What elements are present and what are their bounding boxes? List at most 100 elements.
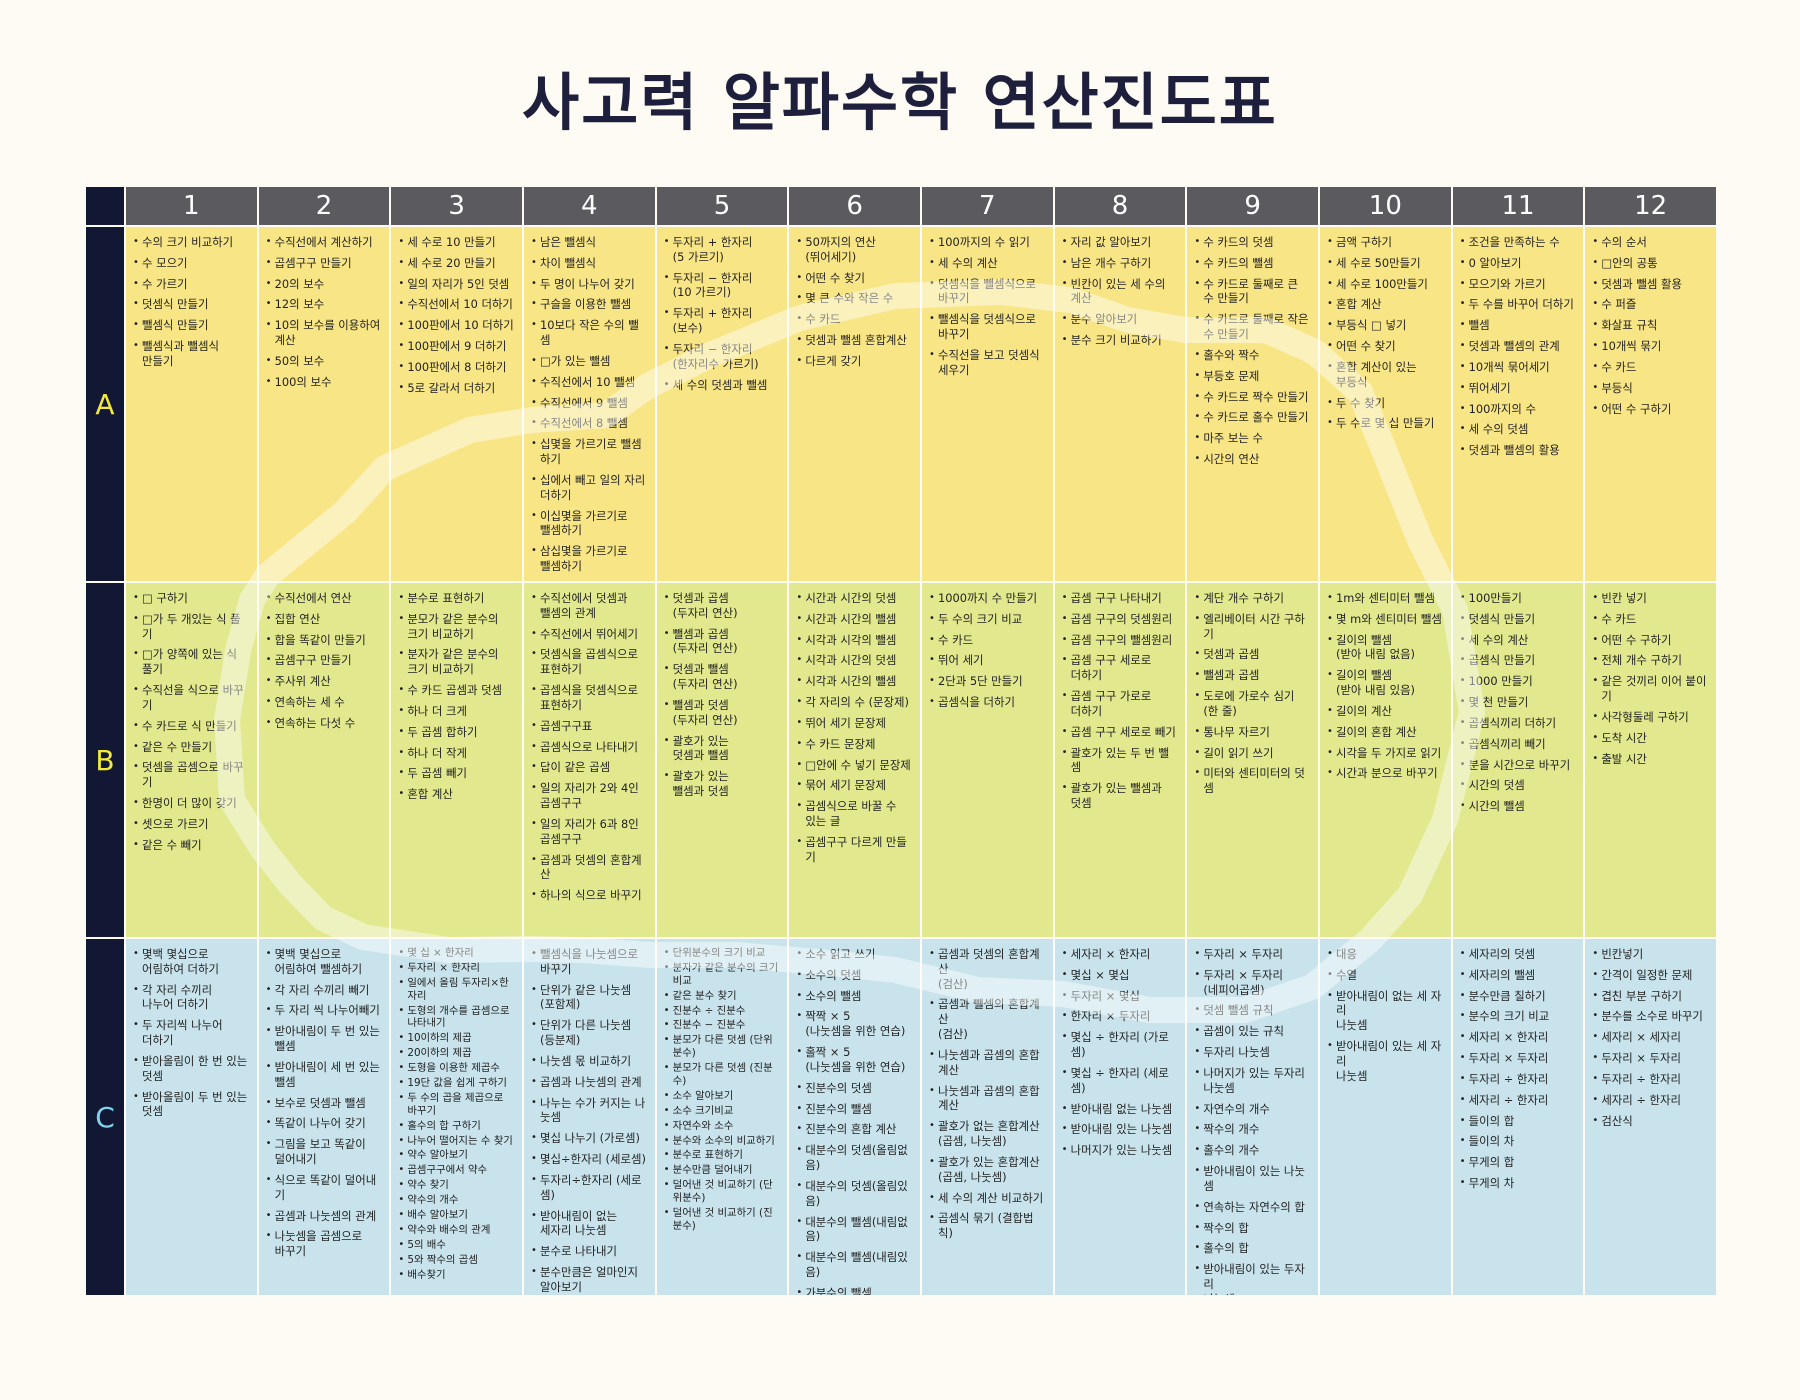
topic-item: 받아올림이 한 번 있는 덧셈: [133, 1054, 251, 1084]
topic-item: 뺄셈식과 뺄셈식 만들기: [133, 339, 251, 369]
topic-item: 진분수의 덧셈: [796, 1081, 914, 1096]
topic-item: 분수만큼은 얼마인지 알아보기: [531, 1265, 649, 1295]
topic-item: 5의 배수: [398, 1239, 516, 1252]
topic-item: 계단 개수 구하기: [1194, 591, 1312, 606]
cell-a-6: 50까지의 연산 (뛰어세기) 어떤 수 찾기몇 큰 수와 작은 수수 카드덧셈과…: [787, 225, 920, 581]
topic-item: 두 수를 바꾸어 더하기: [1460, 297, 1578, 312]
topic-item: 수 카드로 짝수 만들기: [1194, 390, 1312, 405]
topic-item: 통나무 자르기: [1194, 725, 1312, 740]
topic-item: 두 자리씩 나누어 더하기: [133, 1018, 251, 1048]
column-header-2: 2: [256, 187, 390, 225]
topic-item: 수직선에서 연산: [266, 591, 384, 606]
topic-item: 수 모으기: [133, 256, 251, 271]
topic-item: 뛰어 세기: [929, 653, 1047, 668]
cell-b-11: 100만들기덧셈식 만들기세 수의 계산곱셈식 만들기 1000 만들기몇 천 만…: [1450, 581, 1584, 937]
topic-item: 두자리 − 한자리 (10 가르기): [664, 271, 782, 301]
topic-item: 혼합 계산: [1327, 297, 1445, 312]
topic-item: 괄호가 있는 덧셈과 뺄셈: [664, 734, 782, 764]
topic-item: 그림을 보고 똑같이 덜어내기: [266, 1137, 384, 1167]
topic-item: 길이 읽기 쓰기: [1194, 746, 1312, 761]
topic-list: 1000까지 수 만들기두 수의 크기 비교수 카드뛰어 세기 2단과 5단 만들…: [929, 591, 1047, 710]
topic-item: 부등식 □ 넣기: [1327, 318, 1445, 333]
topic-list: 50까지의 연산 (뛰어세기) 어떤 수 찾기몇 큰 수와 작은 수수 카드덧셈과…: [796, 235, 914, 369]
cell-a-11: 조건을 만족하는 수 0 알아보기모으기와 가르기두 수를 바꾸어 더하기뺄셈덧셈…: [1450, 225, 1584, 581]
topic-item: 10의 보수를 이용하여 계산: [266, 318, 384, 348]
topic-item: 일의 자리가 5인 덧셈: [398, 277, 516, 292]
topic-item: 곱셈식을 더하기: [929, 695, 1047, 710]
topic-list: 수직선에서 연산집합 연산합을 똑같이 만들기곱셈구구 만들기주사위 계산연속하…: [266, 591, 384, 731]
topic-item: 일에서 올림 두자리×한자리: [398, 977, 516, 1003]
topic-item: 곱셈과 나눗셈의 관계: [531, 1075, 649, 1090]
topic-item: 두자리 + 한자리 (5 가르기): [664, 235, 782, 265]
cell-c-12: 빈칸넣기간격이 일정한 문제겹친 부분 구하기분수를 소수로 바꾸기세자리 × …: [1583, 937, 1716, 1295]
topic-item: 세 수의 계산: [929, 256, 1047, 271]
topic-item: 분수 크기 비교하기: [1062, 333, 1180, 348]
topic-item: 12의 보수: [266, 297, 384, 312]
topic-item: 분수와 소수의 비교하기: [664, 1135, 782, 1148]
topic-item: 수의 크기 비교하기: [133, 235, 251, 250]
cell-c-9: 두자리 × 두자리두자리 × 두자리 (네피어곱셈) 덧셈 뺄셈 규칙곱셈이 있는…: [1185, 937, 1318, 1295]
topic-item: 차이 뺄셈식: [531, 256, 649, 271]
topic-item: 들이의 차: [1460, 1134, 1578, 1149]
row-header-b: B: [86, 581, 124, 937]
topic-item: 셋으로 가르기: [133, 817, 251, 832]
topic-item: 홀수의 개수: [1194, 1143, 1312, 1158]
topic-item: 혼합 계산: [398, 787, 516, 802]
topic-item: 부등식: [1592, 381, 1710, 396]
topic-item: 홀수의 합: [1194, 1241, 1312, 1256]
topic-list: 뺄셈식을 나눗셈으로 바꾸기단위가 같은 나눗셈 (포함제) 단위가 다른 나눗셈…: [531, 947, 649, 1295]
topic-item: 하나의 식으로 바꾸기: [531, 888, 649, 903]
page-title: 사고력 알파수학 연산진도표: [522, 66, 1278, 139]
topic-item: 수직선에서 뛰어세기: [531, 627, 649, 642]
topic-item: 두 수의 크기 비교: [929, 612, 1047, 627]
topic-item: 다르게 갖기: [796, 354, 914, 369]
topic-item: 짝수의 합: [1194, 1221, 1312, 1236]
topic-item: 분을 시간으로 바꾸기: [1460, 758, 1578, 773]
topic-item: 괄호가 있는 두 번 뺄셈: [1062, 746, 1180, 776]
cell-b-7: 1000까지 수 만들기두 수의 크기 비교수 카드뛰어 세기 2단과 5단 만들…: [920, 581, 1053, 937]
topic-item: 하나 더 크게: [398, 704, 516, 719]
topic-item: 두자리 × 두자리: [1592, 1051, 1710, 1066]
topic-item: 뺄셈식 만들기: [133, 318, 251, 333]
topic-item: □가 양쪽에 있는 식 풀기: [133, 647, 251, 677]
topic-item: 두 수 찾기: [1327, 396, 1445, 411]
topic-item: 두 명이 나누어 갖기: [531, 277, 649, 292]
topic-item: 소수의 덧셈: [796, 968, 914, 983]
topic-item: 배수 알아보기: [398, 1209, 516, 1222]
topic-item: 삼십몇을 가르기로 뺄셈하기: [531, 544, 649, 574]
topic-item: 하나 더 작게: [398, 746, 516, 761]
cell-b-12: 빈칸 넣기수 카드어떤 수 구하기전체 개수 구하기같은 것끼리 이어 붙이기사…: [1583, 581, 1716, 937]
topic-item: 두 수의 곱을 제곱으로 바꾸기: [398, 1092, 516, 1118]
topic-list: □ 구하기 □가 두 개있는 식 풀기 □가 양쪽에 있는 식 풀기수직선을 식으로…: [133, 591, 251, 853]
topic-item: 자연수의 개수: [1194, 1102, 1312, 1117]
topic-item: 분모가 같은 분수의 크기 비교하기: [398, 612, 516, 642]
topic-item: 10개씩 묶기: [1592, 339, 1710, 354]
topic-item: 주사위 계산: [266, 674, 384, 689]
cell-a-3: 세 수로 10 만들기세 수로 20 만들기일의 자리가 5인 덧셈수직선에서 …: [389, 225, 522, 581]
topic-item: 덜어낸 것 비교하기 (단위분수): [664, 1179, 782, 1205]
topic-item: 100까지의 수: [1460, 402, 1578, 417]
topic-item: 수 카드: [796, 312, 914, 327]
topic-item: 분수로 나타내기: [531, 1244, 649, 1259]
topic-item: 5로 갈라서 더하기: [398, 381, 516, 396]
topic-item: 나누는 수가 커지는 나눗셈: [531, 1096, 649, 1126]
topic-item: 연속하는 다섯 수: [266, 716, 384, 731]
topic-item: 출발 시간: [1592, 752, 1710, 767]
topic-item: 세자리의 뺄셈: [1460, 968, 1578, 983]
topic-item: 수 카드: [929, 633, 1047, 648]
topic-item: 진분수의 혼합 계산: [796, 1122, 914, 1137]
topic-item: 곱셈 구구 가로로 더하기: [1062, 689, 1180, 719]
topic-item: 뺄셈식을 나눗셈으로 바꾸기: [531, 947, 649, 977]
topic-item: 세자리 × 한자리: [1460, 1030, 1578, 1045]
topic-item: 수 퍼즐: [1592, 297, 1710, 312]
topic-list: 자리 값 알아보기남은 개수 구하기빈칸이 있는 세 수의 계산분수 알아보기분…: [1062, 235, 1180, 348]
topic-item: 대분수의 뺄셈(내림없음): [796, 1215, 914, 1245]
topic-item: 받아내림이 있는 세 자리 나눗셈: [1327, 1039, 1445, 1083]
topic-list: 세자리의 덧셈세자리의 뺄셈분수만큼 칠하기분수의 크기 비교세자리 × 한자리…: [1460, 947, 1578, 1191]
topic-item: 세자리의 덧셈: [1460, 947, 1578, 962]
topic-item: 받아올림이 두 번 있는 덧셈: [133, 1090, 251, 1120]
topic-item: 몇십 × 몇십: [1062, 968, 1180, 983]
topic-item: 뺄셈: [1460, 318, 1578, 333]
cell-c-4: 뺄셈식을 나눗셈으로 바꾸기단위가 같은 나눗셈 (포함제) 단위가 다른 나눗셈…: [522, 937, 655, 1295]
topic-item: 100판에서 10 더하기: [398, 318, 516, 333]
